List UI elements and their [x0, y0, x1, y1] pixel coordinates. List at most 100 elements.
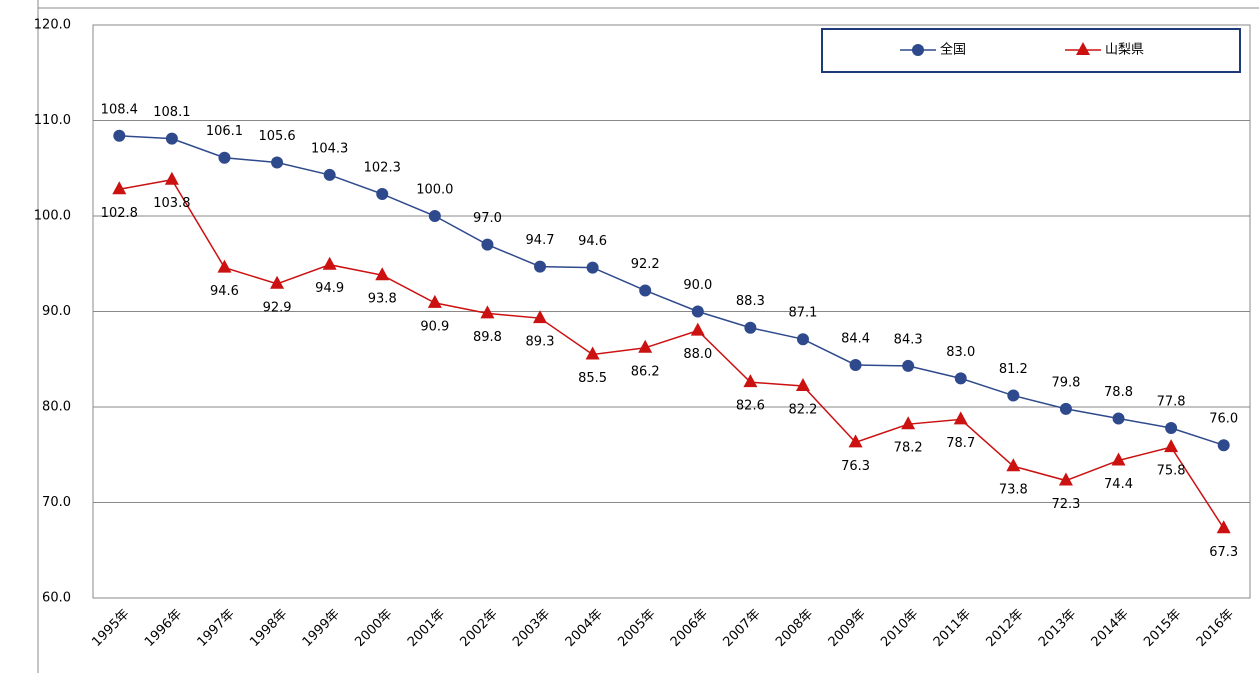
data-label: 94.6	[578, 234, 607, 249]
data-label: 85.5	[578, 371, 607, 386]
marker	[1165, 422, 1178, 435]
data-label: 102.8	[101, 206, 138, 221]
marker	[112, 181, 127, 195]
marker	[902, 359, 915, 372]
y-tick-label: 70.0	[42, 495, 71, 510]
data-label: 72.3	[1051, 497, 1080, 512]
marker	[217, 259, 232, 273]
legend-box	[821, 28, 1241, 73]
marker	[1059, 402, 1072, 415]
data-label: 83.0	[946, 345, 975, 360]
legend-label: 山梨県	[1105, 43, 1144, 58]
data-label: 76.0	[1209, 412, 1238, 427]
marker	[586, 261, 599, 274]
data-label: 81.2	[999, 362, 1028, 377]
marker	[639, 284, 652, 297]
data-label: 76.3	[841, 459, 870, 474]
data-label: 88.0	[683, 347, 712, 362]
data-label: 90.0	[683, 278, 712, 293]
data-label: 73.8	[999, 483, 1028, 498]
data-label: 104.3	[311, 141, 348, 156]
data-label: 75.8	[1157, 464, 1186, 479]
data-label: 93.8	[368, 292, 397, 307]
series-line	[119, 135, 1224, 446]
data-label: 84.4	[841, 331, 870, 346]
marker	[744, 321, 757, 334]
legend-label: 全国	[940, 42, 966, 58]
marker	[912, 44, 924, 56]
data-label: 94.6	[210, 284, 239, 299]
marker	[376, 188, 389, 201]
marker	[1112, 412, 1125, 425]
marker	[953, 411, 968, 425]
marker	[691, 305, 704, 318]
marker	[375, 267, 390, 281]
data-label: 87.1	[789, 306, 818, 321]
marker	[218, 151, 231, 164]
data-label: 97.0	[473, 211, 502, 226]
marker	[1111, 452, 1126, 466]
marker	[848, 434, 863, 448]
marker	[1007, 389, 1020, 402]
marker	[690, 322, 705, 336]
marker	[481, 238, 494, 251]
marker	[1164, 439, 1179, 453]
data-label: 67.3	[1209, 545, 1238, 560]
marker	[901, 416, 916, 430]
marker	[1058, 472, 1073, 486]
data-label: 102.3	[364, 161, 401, 176]
y-tick-label: 100.0	[34, 209, 71, 224]
data-label: 105.6	[258, 129, 295, 144]
y-tick-label: 80.0	[42, 400, 71, 415]
marker	[1076, 42, 1090, 55]
y-tick-label: 120.0	[34, 18, 71, 33]
marker	[1006, 458, 1021, 472]
y-tick-label: 90.0	[42, 304, 71, 319]
marker	[164, 171, 179, 185]
data-label: 78.7	[946, 436, 975, 451]
marker	[795, 377, 810, 391]
data-label: 78.8	[1104, 385, 1133, 400]
marker	[796, 333, 809, 346]
marker	[323, 168, 336, 181]
data-label: 74.4	[1104, 477, 1133, 492]
marker	[585, 346, 600, 360]
data-label: 94.9	[315, 281, 344, 296]
data-label: 78.2	[894, 441, 923, 456]
data-label: 92.9	[263, 300, 292, 315]
marker	[638, 339, 653, 353]
marker	[427, 294, 442, 308]
marker	[113, 129, 126, 142]
data-label: 89.8	[473, 330, 502, 345]
data-label: 108.1	[153, 105, 190, 120]
data-label: 90.9	[420, 319, 449, 334]
y-tick-label: 110.0	[34, 113, 71, 128]
data-label: 77.8	[1157, 395, 1186, 410]
marker	[743, 374, 758, 388]
data-label: 86.2	[631, 364, 660, 379]
marker	[428, 210, 441, 222]
data-label: 100.0	[416, 183, 453, 198]
marker	[322, 256, 337, 270]
marker	[1217, 439, 1230, 452]
data-label: 89.3	[526, 335, 555, 350]
data-label: 82.6	[736, 399, 765, 414]
marker	[165, 132, 178, 145]
data-label: 94.7	[526, 233, 555, 248]
marker	[534, 260, 547, 273]
data-label: 79.8	[1051, 375, 1080, 390]
data-label: 106.1	[206, 124, 243, 139]
marker	[480, 305, 495, 319]
data-label: 108.4	[101, 102, 138, 117]
marker	[270, 275, 285, 289]
y-tick-label: 60.0	[42, 591, 71, 606]
marker	[954, 372, 967, 385]
data-label: 84.3	[894, 332, 923, 347]
marker	[533, 310, 548, 324]
data-label: 88.3	[736, 294, 765, 309]
data-label: 103.8	[153, 196, 190, 211]
marker	[271, 156, 284, 169]
marker	[1216, 520, 1231, 534]
